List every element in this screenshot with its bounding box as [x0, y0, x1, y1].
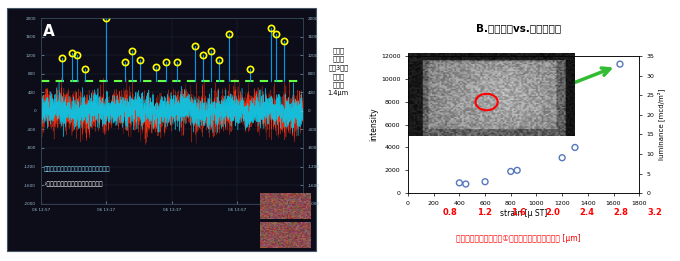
Text: 1.6: 1.6 [511, 208, 526, 217]
Point [454, 181, 465, 185]
Point [557, 156, 568, 160]
Text: （参考）ひずみゲージ①箇所の亀裂の開口変形値 [μm]: （参考）ひずみゲージ①箇所の亀裂の開口変形値 [μm] [456, 234, 581, 243]
Point [512, 168, 523, 173]
Text: 0.8: 0.8 [443, 208, 458, 217]
Text: 青線：参考歪量（亀裂を跨るひずみゲージ: 青線：参考歪量（亀裂を跨るひずみゲージ [44, 167, 110, 172]
Point [505, 169, 516, 174]
Y-axis label: luminance [mcd/m²]: luminance [mcd/m²] [658, 89, 665, 160]
Text: ◦：応力発光画像がリアルタイム検出: ◦：応力発光画像がリアルタイム検出 [44, 181, 103, 187]
Point [460, 182, 471, 186]
Text: A: A [44, 24, 55, 39]
Text: 2.8: 2.8 [613, 208, 628, 217]
Point [570, 145, 581, 150]
Text: 2.0: 2.0 [545, 208, 560, 217]
Point [479, 180, 490, 184]
Text: 3.2: 3.2 [647, 208, 662, 217]
Text: 比較：
亀裂箇
所（3）の
開口変
形値：
1.4μm: 比較： 亀裂箇 所（3）の 開口変 形値： 1.4μm [328, 47, 349, 96]
Text: B.応力発光vs.開口変位量: B.応力発光vs.開口変位量 [476, 23, 561, 33]
Point [615, 62, 626, 66]
X-axis label: strain [μ ST]: strain [μ ST] [500, 209, 547, 218]
Y-axis label: intensity: intensity [369, 108, 378, 141]
Text: 2.4: 2.4 [579, 208, 594, 217]
Text: 1.2: 1.2 [477, 208, 492, 217]
